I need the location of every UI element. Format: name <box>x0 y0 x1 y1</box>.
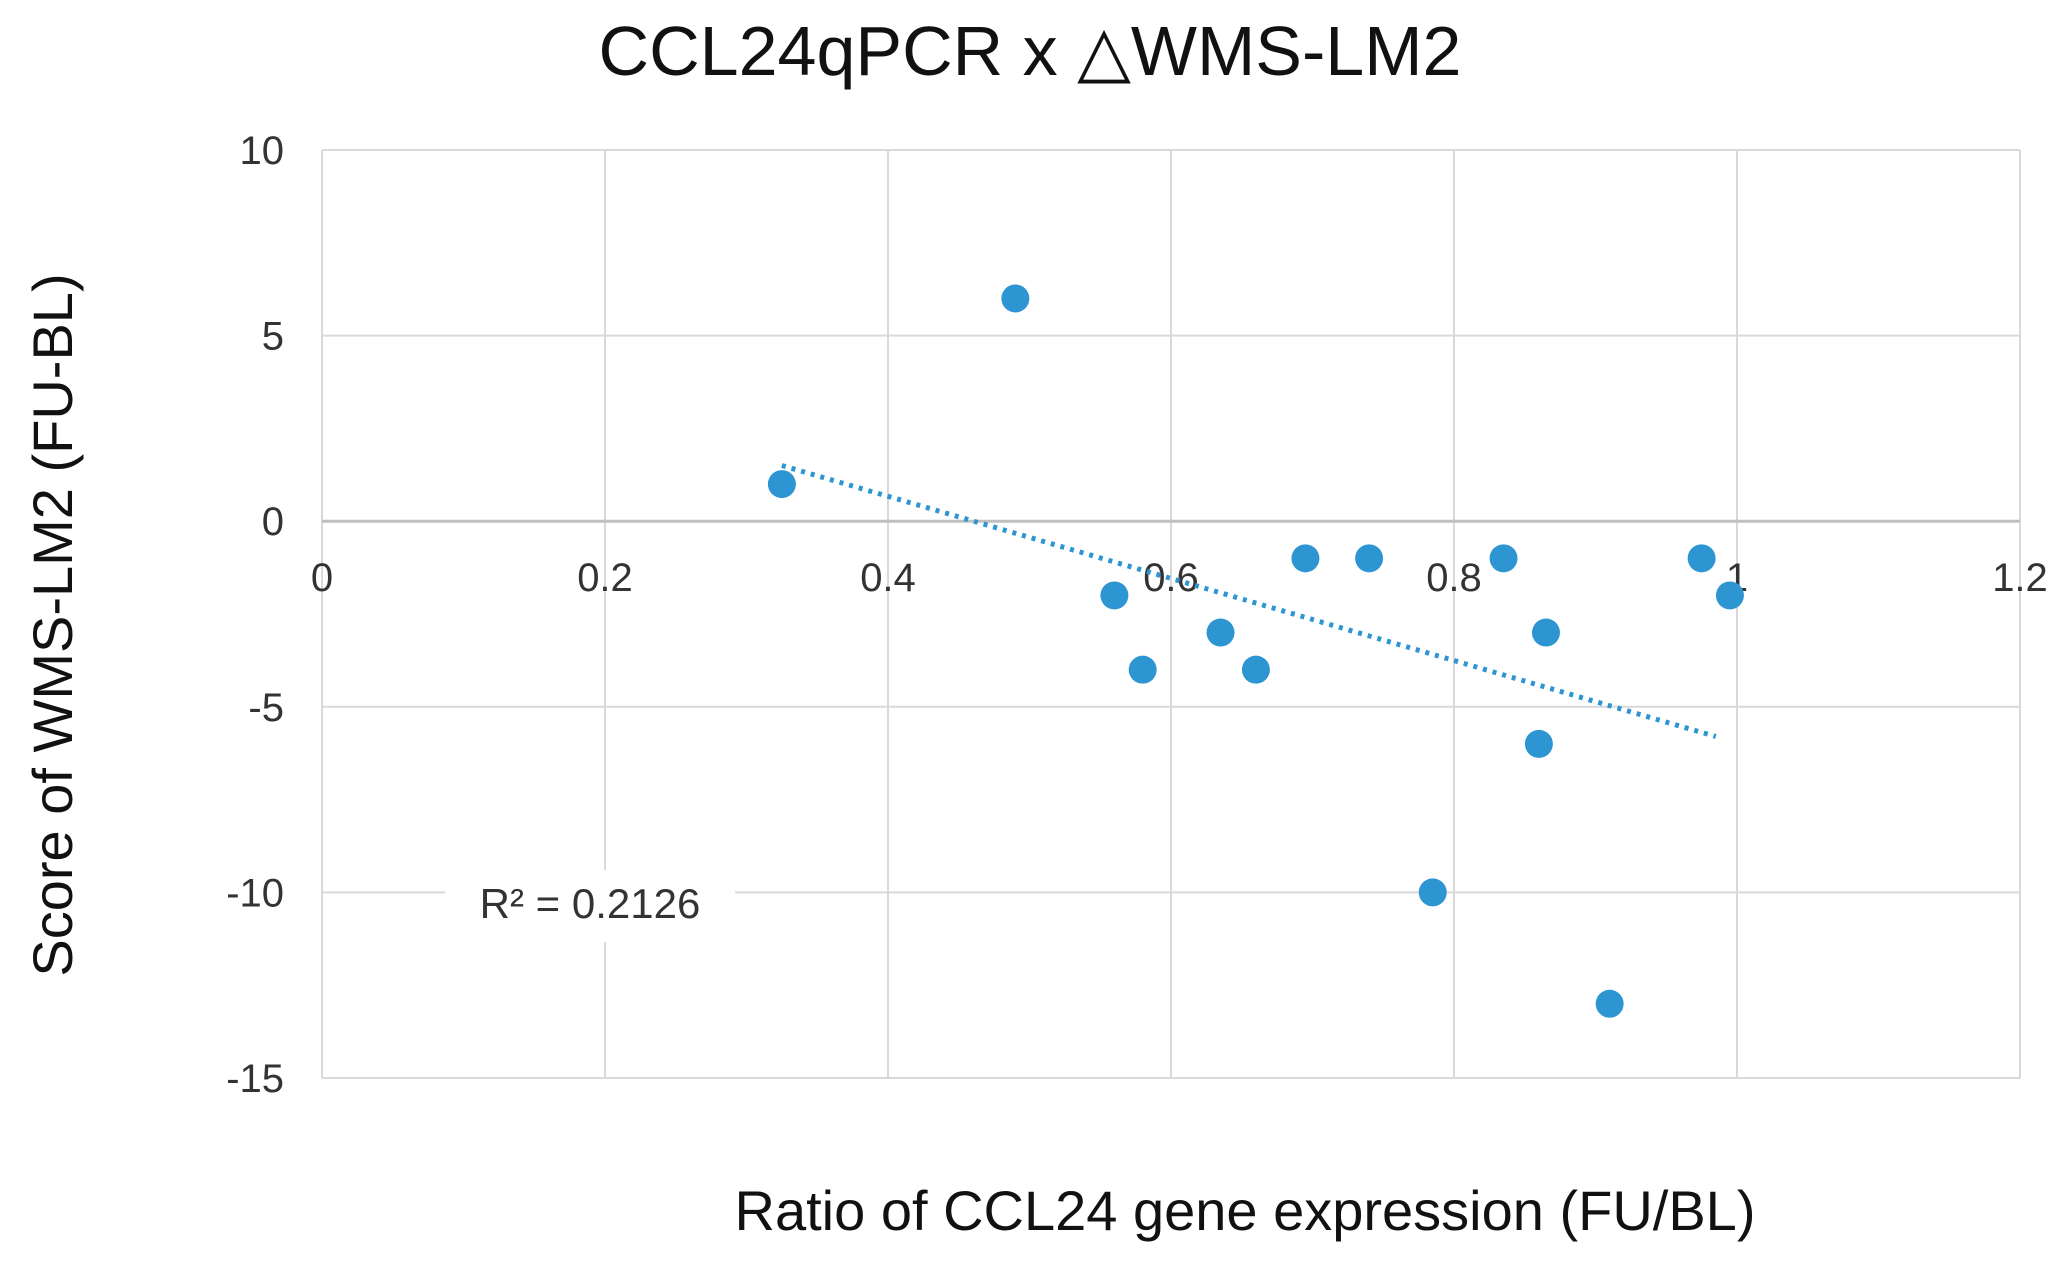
data-point <box>767 470 796 499</box>
x-tick-label: 0.2 <box>577 556 633 600</box>
data-point <box>1489 544 1518 573</box>
trendline <box>781 463 1717 739</box>
data-point <box>1524 729 1553 758</box>
x-tick-label: 0.4 <box>860 556 916 600</box>
data-point <box>1595 989 1624 1018</box>
data-point <box>1100 581 1129 610</box>
data-point <box>1355 544 1384 573</box>
data-point <box>1715 581 1744 610</box>
data-point <box>1687 544 1716 573</box>
r-squared-label: R² = 0.2126 <box>480 880 701 927</box>
data-point <box>1128 655 1157 684</box>
x-axis-title: Ratio of CCL24 gene expression (FU/BL) <box>735 1179 1756 1242</box>
x-tick-label: 0 <box>311 556 333 600</box>
data-point <box>1531 618 1560 647</box>
y-tick-label: -5 <box>248 686 284 730</box>
annotation-background <box>445 870 735 942</box>
data-point <box>1206 618 1235 647</box>
x-tick-label: 0.6 <box>1143 556 1199 600</box>
y-tick-label: 10 <box>240 129 285 173</box>
y-tick-label: 5 <box>262 315 284 359</box>
y-tick-label: -10 <box>226 871 284 915</box>
y-tick-label: -15 <box>226 1057 284 1101</box>
x-tick-label: 0.8 <box>1426 556 1482 600</box>
data-point <box>1418 878 1447 907</box>
x-tick-label: 1.2 <box>1992 556 2048 600</box>
chart-title: CCL24qPCR x △WMS-LM2 <box>599 12 1462 90</box>
y-axis-title: Score of WMS-LM2 (FU-BL) <box>21 273 84 976</box>
data-point <box>1241 655 1270 684</box>
data-point <box>1291 544 1320 573</box>
y-tick-label: 0 <box>262 500 284 544</box>
data-point <box>1001 284 1030 313</box>
